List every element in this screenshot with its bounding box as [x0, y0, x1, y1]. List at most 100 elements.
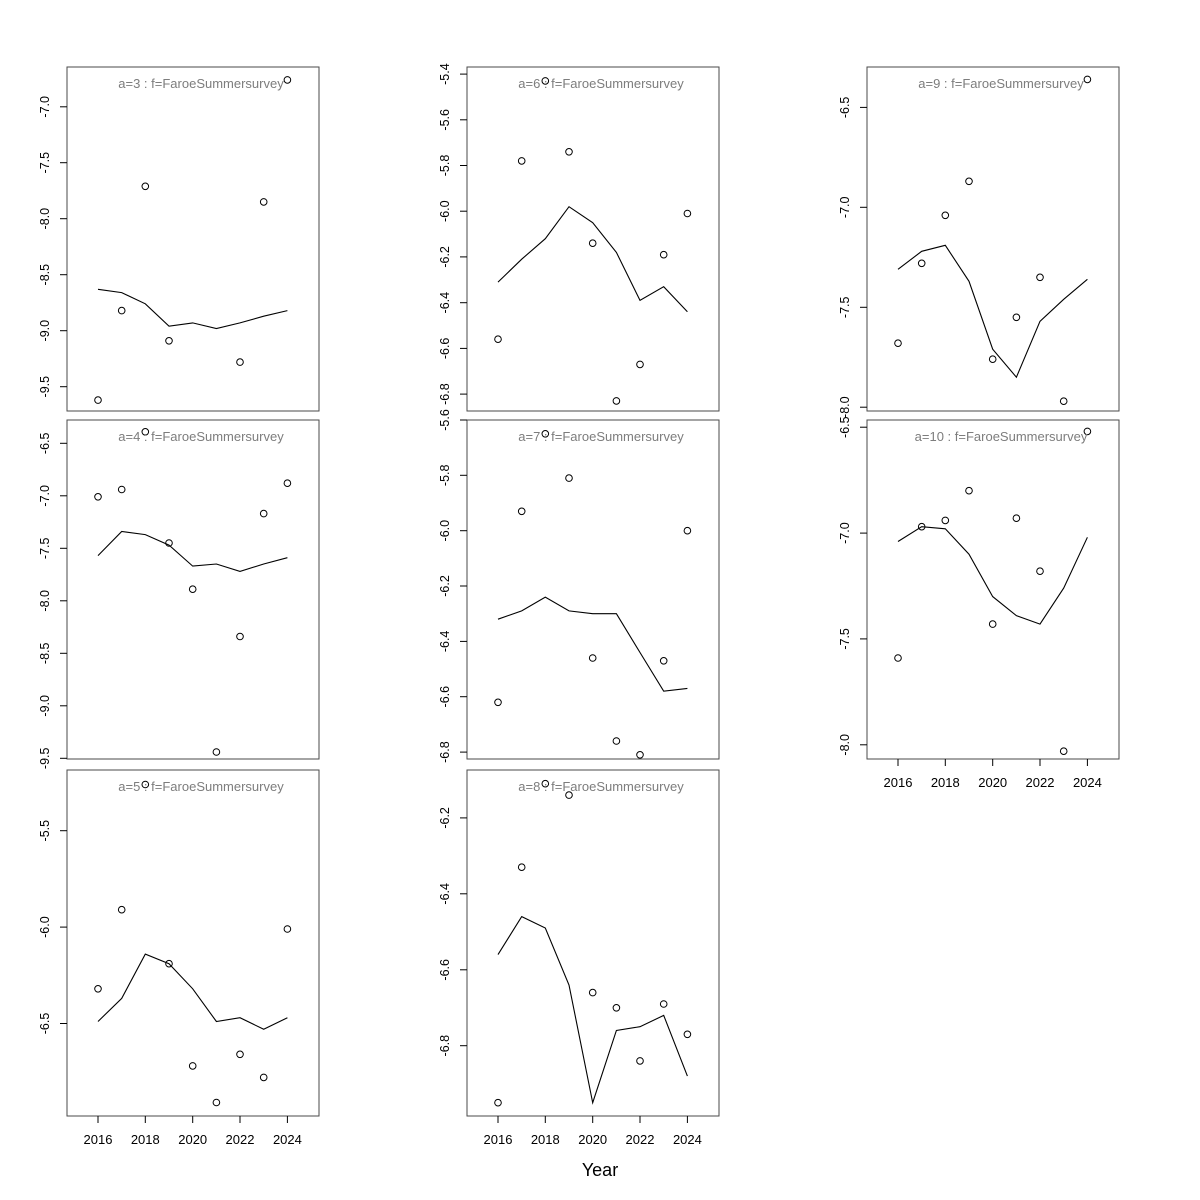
panel-a8: a=8 : f=FaroeSummersurvey -6.2 -6.4 -6.6 -6.… — [438, 769, 720, 1147]
data-point — [188, 585, 197, 594]
panel-a10: a=10 : f=FaroeSummersurvey -6.5 -7.0 -7.5 -8… — [838, 416, 1120, 790]
data-point — [988, 355, 997, 364]
y-tick-label: -7.5 — [38, 537, 52, 559]
x-tick-label: 2020 — [978, 775, 1007, 790]
y-tick-label: -6.4 — [438, 883, 452, 905]
data-point — [283, 479, 292, 488]
data-point — [659, 250, 668, 259]
data-point — [1083, 427, 1092, 436]
x-tick-label: 2022 — [1026, 775, 1055, 790]
data-point — [659, 657, 668, 665]
y-tick-label: -6.2 — [438, 807, 452, 829]
data-point — [117, 306, 126, 315]
data-point — [965, 177, 973, 186]
y-tick-label: -9.5 — [38, 376, 52, 398]
data-point — [941, 211, 950, 220]
data-point — [494, 698, 502, 707]
y-tick-label: -6.5 — [38, 1013, 52, 1035]
panel-title: a=6 : f=FaroeSummersurvey — [518, 76, 684, 91]
data-point — [659, 1000, 668, 1008]
x-tick-label: 2020 — [178, 1132, 207, 1147]
data-point — [141, 780, 150, 789]
data-point — [283, 76, 292, 84]
data-point — [165, 959, 173, 968]
data-point — [917, 259, 926, 268]
x-tick-label: 2018 — [531, 1132, 560, 1147]
y-tick-label: -8.0 — [838, 734, 852, 756]
y-tick-label: -6.0 — [438, 200, 452, 222]
x-tick-label: 2022 — [226, 1132, 255, 1147]
data-point — [588, 654, 597, 662]
data-point — [517, 157, 526, 165]
data-point — [636, 1057, 644, 1065]
panel-title: a=9 : f=FaroeSummersurvey — [918, 76, 1084, 91]
data-point — [1083, 75, 1092, 84]
fit-line — [497, 596, 688, 692]
panel-a5: a=5 : f=FaroeSummersurvey -5.5 -6.0 -6.5 201… — [38, 769, 320, 1147]
y-tick-label: -6.0 — [38, 916, 52, 938]
x-tick-label: 2022 — [626, 1132, 655, 1147]
data-point — [612, 1004, 621, 1012]
y-tick-label: -8.0 — [38, 590, 52, 612]
x-tick-label: 2024 — [273, 1132, 302, 1147]
panel-box — [66, 66, 320, 412]
data-point — [636, 751, 644, 759]
data-point — [612, 737, 621, 745]
panel-a4: a=4 : f=FaroeSummersurvey -6.5 -7.0 -7.5 -8.… — [38, 419, 320, 769]
y-tick-label: -6.6 — [438, 338, 452, 360]
data-point — [94, 493, 102, 501]
data-point — [965, 486, 973, 495]
fit-line — [497, 915, 688, 1105]
y-tick-label: -6.5 — [838, 416, 852, 438]
y-tick-label: -5.4 — [438, 63, 452, 85]
y-tick-label: -6.2 — [438, 246, 452, 268]
y-tick-label: -6.4 — [438, 631, 452, 653]
y-tick-label: -6.8 — [438, 1035, 452, 1057]
data-point — [1059, 747, 1068, 756]
panel-a7: a=7 : f=FaroeSummersurvey -5.6 -5.8 -6.0 -6.… — [438, 409, 720, 763]
data-point — [165, 539, 173, 547]
data-point — [941, 516, 950, 525]
data-point — [565, 474, 573, 482]
data-point — [565, 791, 573, 799]
fit-line — [97, 530, 288, 572]
y-tick-label: -7.5 — [838, 628, 852, 650]
data-point — [683, 209, 692, 218]
data-point — [94, 396, 102, 404]
data-point — [141, 428, 150, 436]
y-tick-label: -5.6 — [438, 409, 452, 431]
panel-box — [66, 419, 320, 760]
data-point — [636, 360, 644, 369]
panel-title: a=7 : f=FaroeSummersurvey — [518, 429, 684, 444]
data-point — [165, 337, 173, 345]
data-point — [1036, 567, 1044, 576]
y-tick-label: -6.6 — [438, 959, 452, 981]
x-tick-label: 2024 — [673, 1132, 702, 1147]
y-tick-label: -5.6 — [438, 109, 452, 131]
fit-line — [97, 288, 288, 330]
data-point — [117, 485, 126, 494]
data-point — [259, 198, 268, 206]
fit-line — [897, 526, 1088, 625]
data-point — [588, 988, 597, 997]
y-tick-label: -7.0 — [838, 522, 852, 544]
data-point — [259, 1073, 268, 1082]
x-tick-label: 2024 — [1073, 775, 1102, 790]
y-tick-label: -8.5 — [38, 642, 52, 664]
y-tick-label: -9.0 — [38, 320, 52, 342]
data-point — [212, 748, 221, 756]
y-tick-label: -5.8 — [438, 464, 452, 486]
data-point — [1059, 397, 1068, 406]
panel-a9: a=9 : f=FaroeSummersurvey -6.5 -7.0 -7.5 -8.… — [838, 66, 1120, 418]
y-tick-label: -6.5 — [838, 97, 852, 119]
panel-box — [866, 66, 1120, 412]
data-point — [188, 1062, 197, 1070]
y-tick-label: -7.0 — [38, 96, 52, 118]
y-tick-label: -7.0 — [838, 196, 852, 218]
data-point — [541, 779, 550, 788]
x-tick-label: 2020 — [578, 1132, 607, 1147]
y-tick-label: -6.8 — [438, 741, 452, 763]
panel-title: a=4 : f=FaroeSummersurvey — [118, 429, 284, 444]
